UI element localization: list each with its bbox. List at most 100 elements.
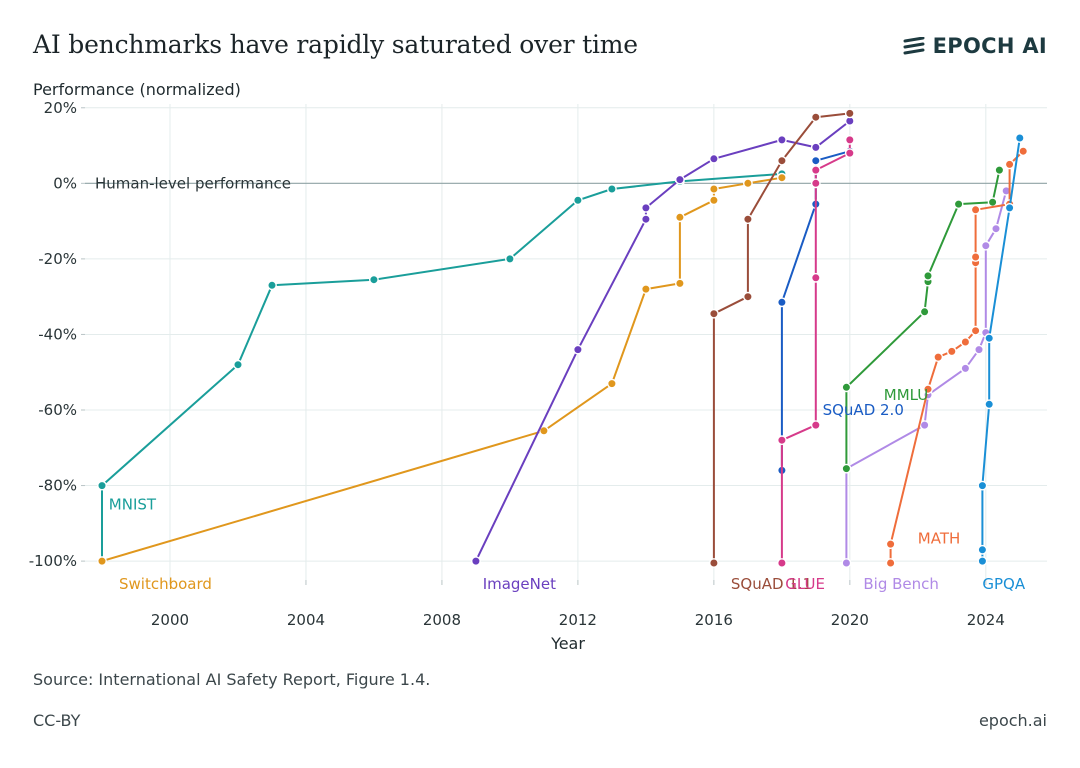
data-point [709,558,719,568]
x-axis-title: Year [550,634,585,653]
data-point [970,252,981,262]
data-point [919,420,930,430]
data-point [810,165,821,176]
data-point [607,184,617,194]
series-label: GLUE [785,575,825,593]
series-line [474,120,851,562]
data-point [1004,202,1015,213]
series-line [101,172,782,562]
data-point [980,240,991,251]
data-point [919,306,930,317]
data-point [709,184,719,194]
x-tick-label: 2004 [287,611,325,629]
series-label: ImageNet [483,575,556,593]
site-link[interactable]: epoch.ai [978,711,1047,730]
data-point [504,253,515,264]
data-point [970,325,981,336]
data-point [810,420,821,430]
y-tick-label: -40% [38,325,77,343]
data-point [994,165,1005,176]
data-point [923,270,933,281]
data-point [777,558,787,568]
data-point [810,142,821,153]
data-point [933,352,944,362]
brand[interactable]: EPOCH AI [903,34,1047,58]
data-point [1004,159,1015,170]
data-point [675,174,685,185]
series-label: Switchboard [119,575,212,593]
series-line [889,150,1024,563]
data-point [841,558,852,568]
x-tick-label: 2024 [967,611,1005,629]
license-label: CC-BY [33,711,81,730]
data-point [960,363,971,374]
data-point [709,195,719,206]
x-tick-label: 2016 [695,611,733,629]
data-point [946,346,957,357]
y-tick-label: -80% [38,477,77,495]
x-tick-label: 2020 [831,611,869,629]
data-point [573,195,583,206]
data-point [844,134,855,145]
y-tick-label: 20% [44,99,77,117]
data-point [810,155,821,166]
data-point [97,480,107,491]
data-point [841,382,852,393]
data-point [709,153,719,164]
series-gpqa [977,133,1025,566]
y-tick-label: -100% [29,552,77,570]
data-point [984,333,995,344]
data-point [844,108,855,119]
epoch-logo-icon [903,37,925,55]
data-point [743,178,753,189]
y-tick-label: -60% [38,401,77,419]
series-label: SQuAD 2.0 [823,401,904,419]
data-point [777,435,787,446]
data-point [743,214,753,225]
y-tick-label: -20% [38,250,77,268]
y-axis-title: Performance (normalized) [33,80,241,99]
series-mmlu [841,165,1005,474]
human-level-reference: Human-level performance [85,174,1047,192]
data-point [984,399,995,410]
data-point [991,223,1001,234]
axes: 20% 0% -20% -40% -60% -80% -100% 2000 2004 2008 20… [29,99,1005,653]
x-tick-label: 2012 [559,611,597,629]
data-point [844,148,855,159]
data-point [977,544,988,555]
series-switchboard [97,172,787,566]
data-point [977,556,988,566]
reference-label: Human-level performance [95,174,291,192]
data-point [987,197,998,208]
data-point [641,202,651,213]
data-point [97,556,107,566]
y-tick-label: 0% [53,174,77,192]
brand-name: EPOCH AI [932,34,1047,58]
data-point [974,344,984,355]
data-point [777,155,787,166]
data-point [777,297,787,308]
data-point [977,480,988,491]
data-point [777,134,787,145]
data-point [233,359,243,370]
chart-title: AI benchmarks have rapidly saturated ove… [33,30,638,59]
series-label: SQuAD 1.1 [731,575,812,593]
series-line [101,176,783,563]
data-point [368,274,379,285]
data-point [810,272,821,283]
data-point [607,378,617,389]
data-point [641,284,651,294]
series-label: Big Bench [863,575,939,593]
data-point [470,556,481,566]
x-tick-label: 2008 [423,611,461,629]
data-point [970,204,981,215]
series-label: MMLU [884,386,928,404]
data-point [573,344,583,355]
series-line [780,139,851,563]
data-point [1018,146,1029,157]
data-point [1014,133,1025,143]
data-point [675,212,685,223]
series-group [97,108,1029,568]
